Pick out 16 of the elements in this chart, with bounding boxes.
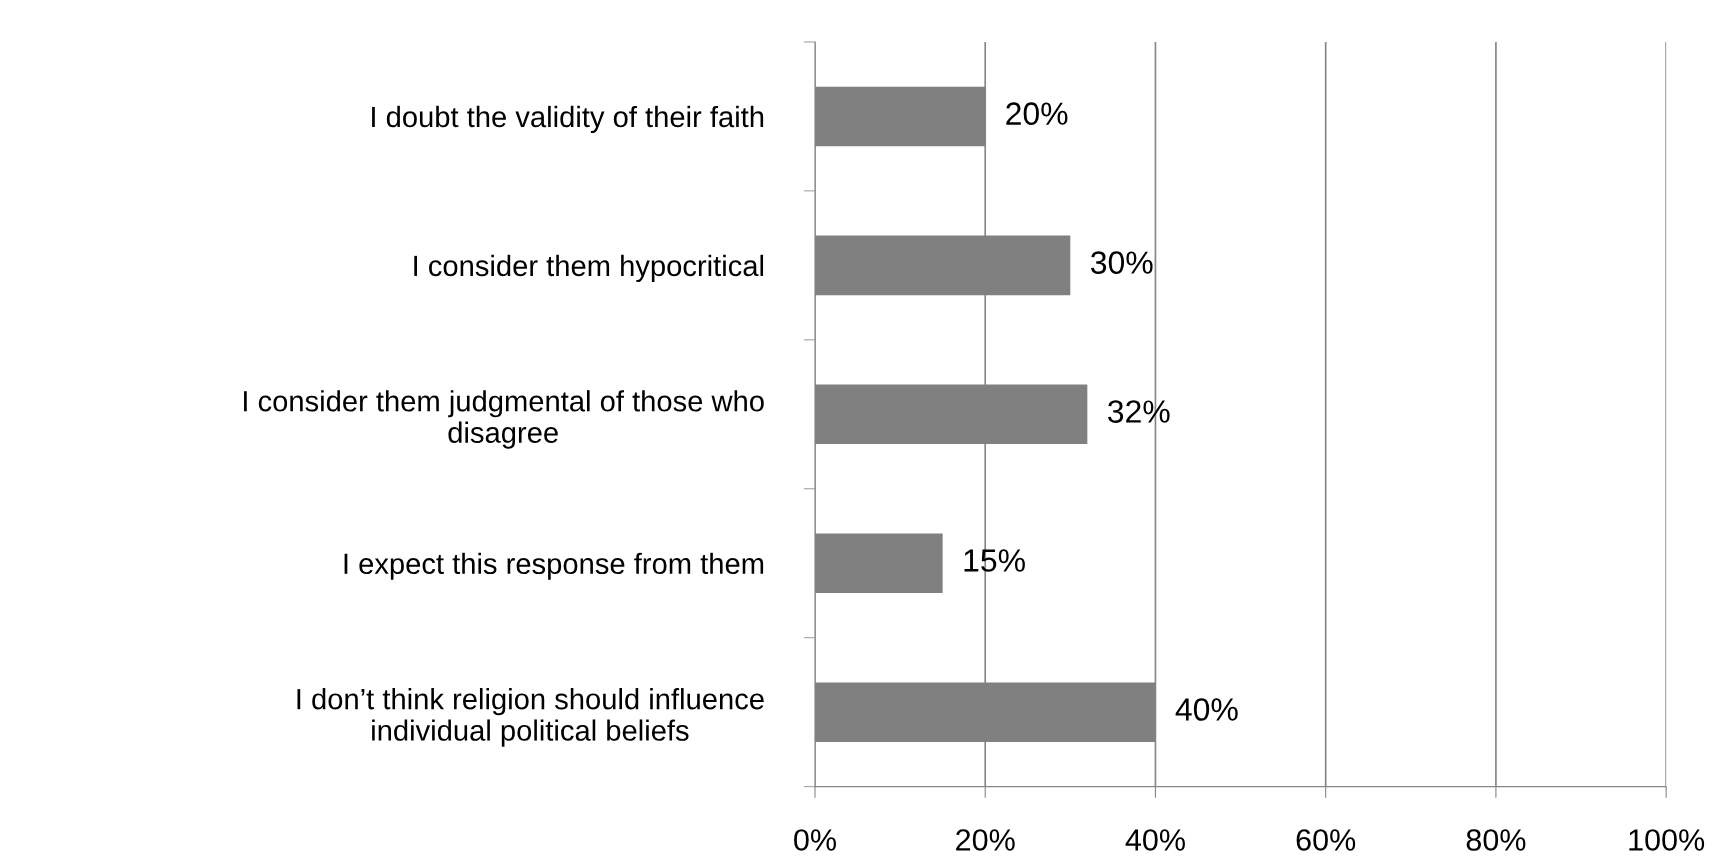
x-tick-label: 40% <box>1125 829 1185 851</box>
data-label: 30% <box>1090 251 1153 274</box>
x-tick-label: 100% <box>1629 829 1705 851</box>
data-label: 15% <box>964 549 1025 572</box>
x-tick-label: 0% <box>794 829 836 851</box>
data-label: 20% <box>1006 102 1068 125</box>
x-tick-label: 60% <box>1296 829 1356 851</box>
y-tick-label: I don’t think religion should influence individual political beliefs <box>297 688 764 747</box>
y-tick-label: I expect this response from them <box>344 552 764 580</box>
y-tick-label: I consider them judgmental of those who disagree <box>244 390 764 449</box>
x-tick-label: 20% <box>956 829 1015 851</box>
data-label: 32% <box>1108 400 1170 423</box>
data-label: 40% <box>1175 698 1238 721</box>
y-tick-label: I consider them hypocritical <box>414 254 764 282</box>
y-tick-label: I doubt the validity of their faith <box>372 105 764 134</box>
x-tick-label: 80% <box>1466 829 1526 851</box>
